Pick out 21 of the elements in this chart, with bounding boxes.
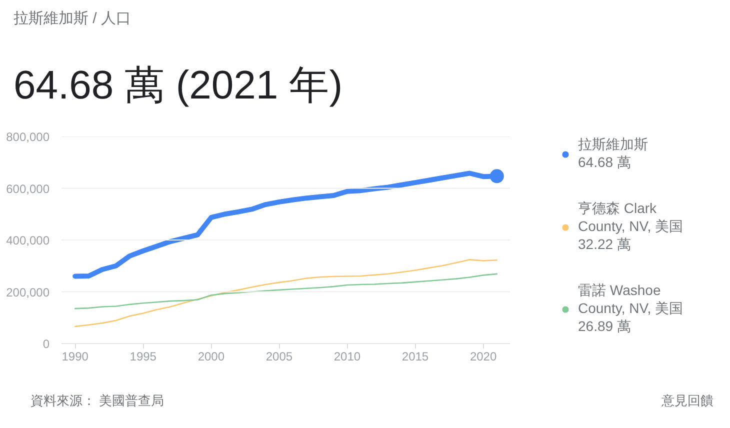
legend-label: 拉斯維加斯 64.68 萬 xyxy=(578,136,648,172)
legend-label: 雷諾 Washoe County, NV, 美国 26.89 萬 xyxy=(578,282,684,336)
y-tick-label: 800,000 xyxy=(6,130,50,144)
chart-subtitle: 64.68 萬 (2021 年) xyxy=(14,64,343,108)
line-series xyxy=(74,273,498,310)
x-tick-label: 1990 xyxy=(62,350,89,364)
x-tick-label: 2005 xyxy=(266,350,293,364)
text: 意見回饋 xyxy=(660,393,714,408)
y-tick-label: 0 xyxy=(42,337,50,351)
x-tick-label: 2020 xyxy=(470,350,497,364)
x-tick-label: 2000 xyxy=(198,350,225,364)
line-series xyxy=(74,259,498,328)
y-tick-label: 400,000 xyxy=(6,234,50,248)
y-tick-label: 600,000 xyxy=(6,182,50,196)
x-tick-label: 2015 xyxy=(402,350,429,364)
source-note: 資料來源： 美國普查局 xyxy=(30,393,164,408)
x-tick-label: 2010 xyxy=(334,350,361,364)
y-tick-label: 200,000 xyxy=(6,285,50,300)
x-tick-label: 1995 xyxy=(130,350,157,364)
chart-title: 拉斯維加斯 / 人口 xyxy=(14,10,132,27)
legend-label: 亨德森 Clark County, NV, 美国 32.22 萬 xyxy=(578,200,684,254)
